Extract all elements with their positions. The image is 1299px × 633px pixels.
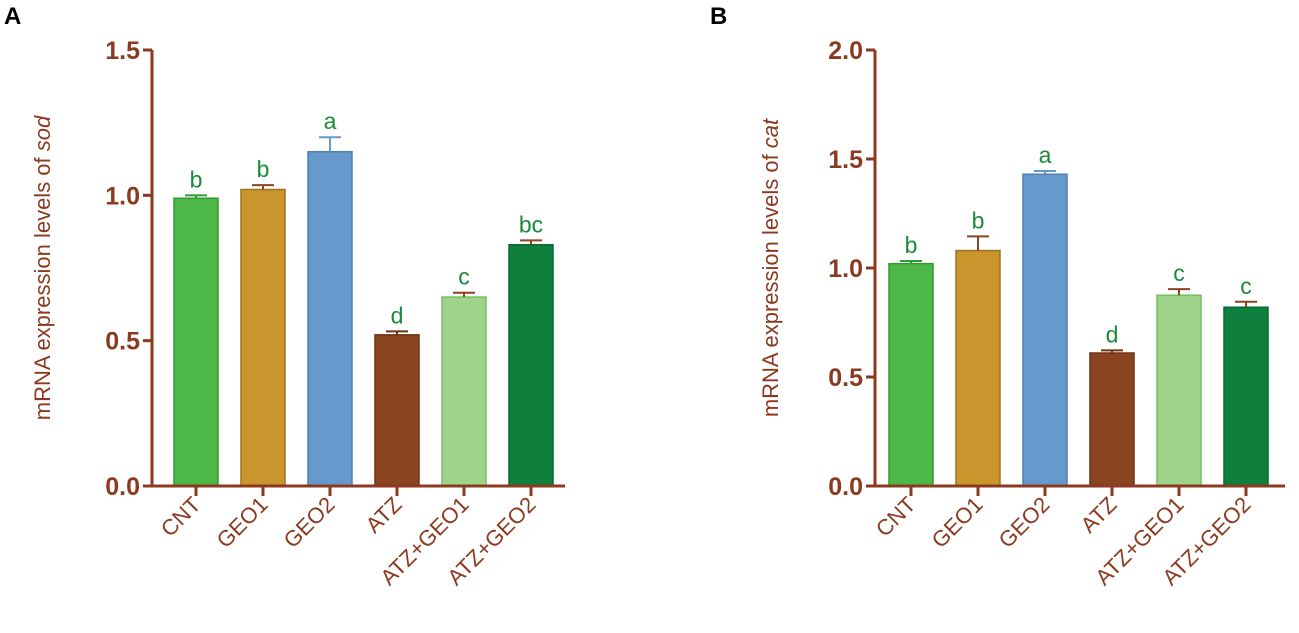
panel-a: A mRNA expression levels of sod b b a d c bc 0…: [4, 3, 565, 590]
panel-b-y-tick-label-3: 1.5: [828, 146, 863, 174]
panel-b-significance-label-3: d: [1106, 321, 1119, 347]
panel-b-bar-0: [888, 262, 934, 487]
panel-a-y-tick-label-2: 1.0: [105, 182, 140, 210]
panel-b-y-tick-label-0: 0.0: [828, 473, 863, 501]
panel-a-significance-label-5: bc: [519, 211, 543, 237]
panel-b-y-axis-label-prefix: mRNA expression levels of: [758, 148, 783, 417]
panel-b-y-axis-label-gene: cat: [758, 118, 783, 148]
panel-a-letter: A: [4, 3, 21, 30]
panel-a-bar-4: [441, 296, 487, 487]
panel-b-significance-label-2: a: [1039, 142, 1052, 168]
panel-b-bar-2: [1022, 173, 1068, 487]
panel-a-y-axis-label-gene: sod: [30, 115, 55, 151]
panel-b-x-tick-label-1: GEO1: [927, 492, 988, 553]
panel-b-y-tick-label-1: 0.5: [828, 364, 863, 392]
panel-b-significance-label-0: b: [905, 232, 918, 258]
panel-b-y-axis-label: mRNA expression levels of cat: [758, 118, 783, 417]
panel-b-x-tick-label-3: ATZ: [1076, 492, 1122, 538]
panel-b-y-tick-label-4: 2.0: [828, 37, 863, 65]
panel-b: B mRNA expression levels of cat b b a d c c 0.…: [710, 3, 1285, 590]
panel-b-bar-1: [955, 249, 1001, 487]
panel-a-bar-2: [307, 150, 353, 487]
panel-b-letter: B: [710, 3, 727, 30]
panel-a-significance-label-2: a: [324, 108, 337, 134]
panel-a-significance-label-4: c: [458, 264, 470, 290]
panel-b-significance-label-1: b: [972, 207, 985, 233]
panel-a-significance-label-1: b: [257, 156, 270, 182]
panel-a-significance-label-3: d: [391, 302, 404, 328]
panel-b-significance-label-5: c: [1240, 273, 1252, 299]
panel-b-bar-3: [1089, 352, 1135, 487]
panel-a-y-tick-label-1: 0.5: [105, 328, 140, 356]
panel-a-y-axis-label-prefix: mRNA expression levels of: [30, 151, 55, 420]
panel-a-bar-5: [508, 243, 554, 487]
panel-b-y-tick-label-2: 1.0: [828, 255, 863, 283]
panel-b-bar-5: [1223, 306, 1269, 487]
panel-a-x-tick-label-1: GEO1: [212, 492, 273, 553]
panel-a-x-tick-label-3: ATZ: [361, 492, 407, 538]
panel-a-bar-1: [240, 188, 286, 487]
panel-a-bar-3: [374, 334, 420, 487]
panel-b-x-tick-label-2: GEO2: [994, 492, 1055, 553]
panel-a-y-axis-label: mRNA expression levels of sod: [30, 115, 55, 420]
panel-a-y-tick-label-3: 1.5: [105, 37, 140, 65]
panel-a-bar-0: [173, 197, 219, 487]
panel-b-x-tick-label-0: CNT: [871, 492, 921, 542]
panel-a-x-tick-label-2: GEO2: [279, 492, 340, 553]
panel-a-significance-label-0: b: [190, 166, 203, 192]
panel-b-significance-label-4: c: [1173, 260, 1185, 286]
panel-a-x-tick-label-0: CNT: [156, 492, 206, 542]
panel-a-y-tick-label-0: 0.0: [105, 473, 140, 501]
panel-b-bar-4: [1156, 294, 1202, 487]
